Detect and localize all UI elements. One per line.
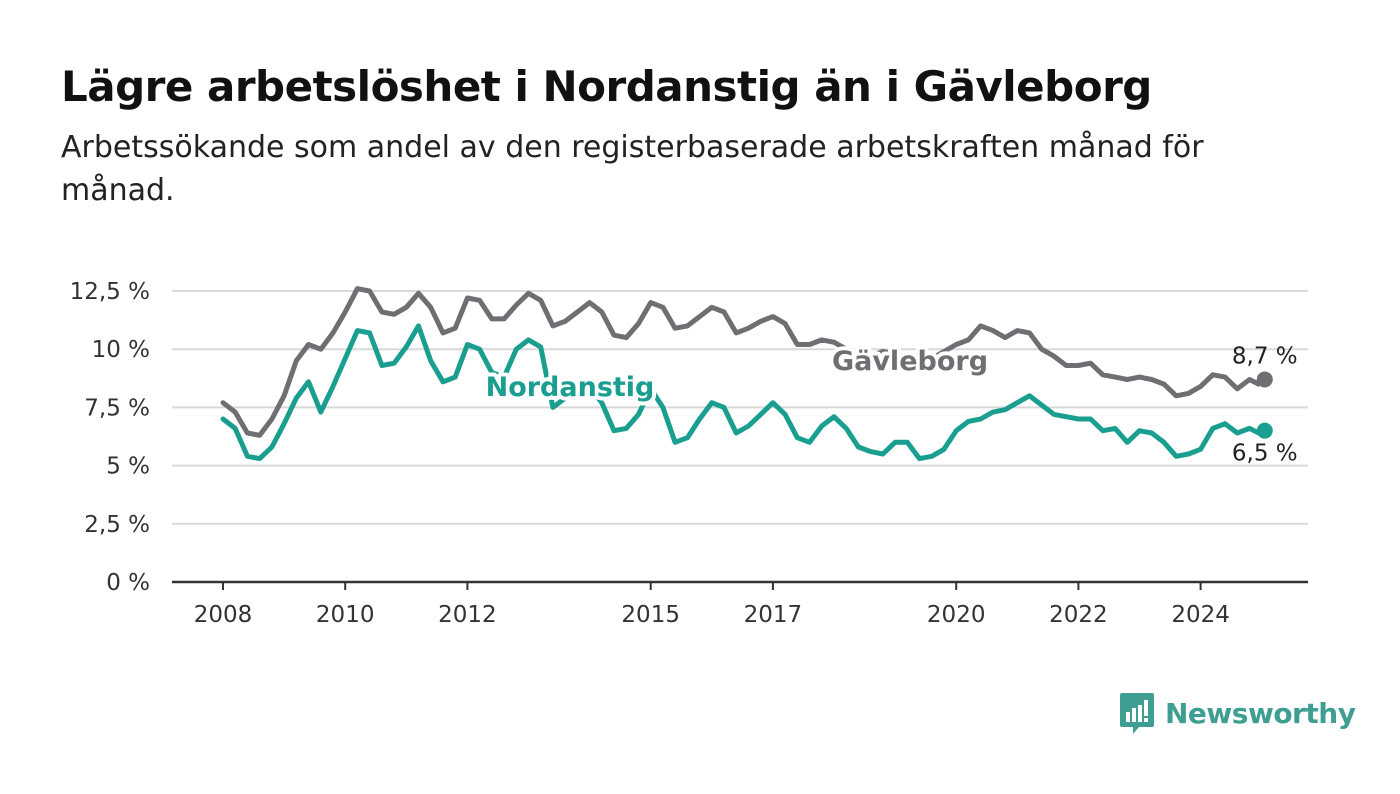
x-tick-label: 2022 <box>1049 602 1108 628</box>
x-tick-label: 2012 <box>438 602 497 628</box>
y-tick-label: 5 % <box>106 454 150 480</box>
series-nordanstig-end-marker <box>1256 422 1273 439</box>
x-tick-label: 2010 <box>316 602 375 628</box>
series-lines <box>220 286 1273 462</box>
series-g-vleborg-line <box>220 286 1268 438</box>
newsworthy-logo-icon <box>1120 693 1154 734</box>
x-tick-label: 2017 <box>744 602 803 628</box>
series-label-0: Gävleborg <box>832 346 988 377</box>
x-tick-label: 2024 <box>1171 602 1230 628</box>
x-tick-label: 2020 <box>927 602 986 628</box>
y-tick-label: 0 % <box>106 570 150 596</box>
series-g-vleborg-end-marker <box>1256 371 1273 388</box>
end-value-label-1: 6,5 % <box>1232 441 1298 467</box>
series-labels: Gävleborg Nordanstig 8,7 % 6,5 % <box>482 342 1298 467</box>
y-tick-label: 7,5 % <box>84 395 150 421</box>
y-tick-label: 12,5 % <box>70 279 150 305</box>
x-tick-label: 2015 <box>621 602 680 628</box>
chart-title: Lägre arbetslöshet i Nordanstig än i Gäv… <box>61 62 1152 111</box>
series-nordanstig-line <box>220 323 1268 462</box>
grid-lines <box>172 290 1308 525</box>
brand-logo[interactable]: Newsworthy <box>1119 690 1356 736</box>
y-tick-label: 2,5 % <box>84 512 150 538</box>
axes: 0 % 2,5 % 5 % 7,5 % 10 % 12,5 % 2008 2010 2012 20… <box>70 279 1308 628</box>
series-label-1: Nordanstig <box>486 372 655 403</box>
y-tick-label: 10 % <box>92 337 150 363</box>
chart-subtitle: Arbetssökande som andel av den registerb… <box>61 130 1204 208</box>
x-tick-label: 2008 <box>194 602 253 628</box>
brand-name: Newsworthy <box>1165 696 1356 730</box>
end-value-label-0: 8,7 % <box>1232 343 1298 369</box>
